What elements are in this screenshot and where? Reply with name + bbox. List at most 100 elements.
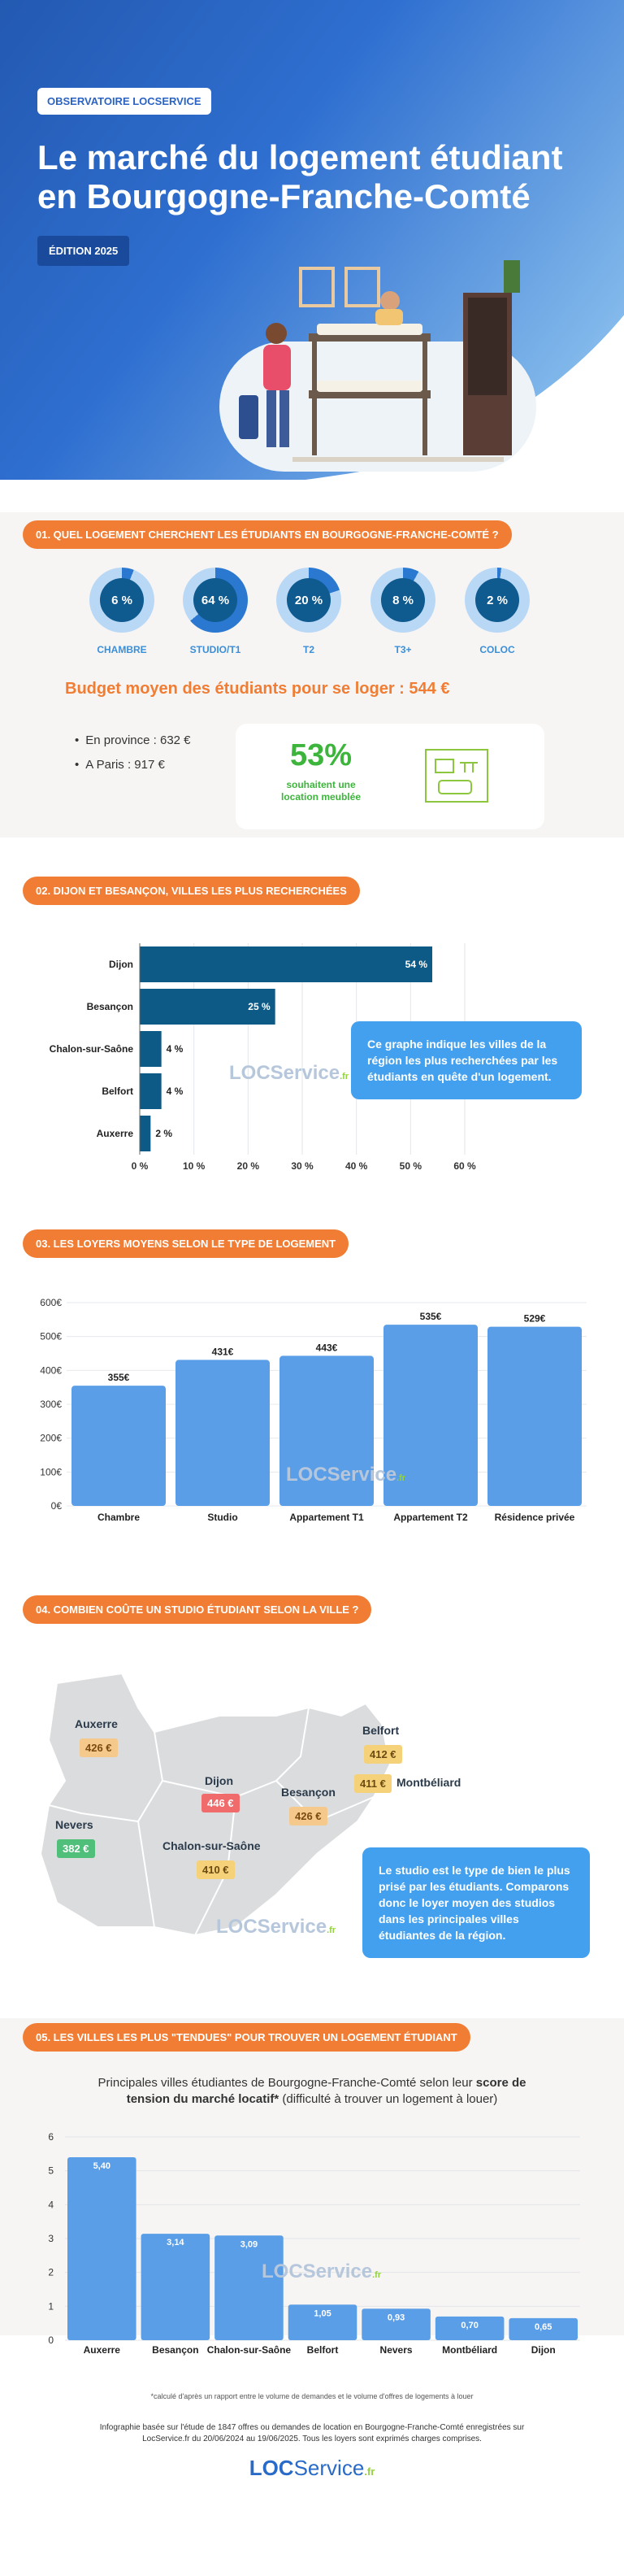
- bar-belfort: [140, 1073, 162, 1109]
- map-rent-besancon: 426 €: [289, 1807, 327, 1825]
- section-1-heading: 01. QUEL LOGEMENT CHERCHENT LES ÉTUDIANT…: [23, 520, 512, 549]
- tension-score-chart: 0 1 2 3 4 5 6 5,40 Auxerre 3,14 Besançon 3,09 Chalon…: [48, 2131, 580, 2356]
- wm3-service: Service: [327, 1464, 397, 1486]
- category-label: Dijon: [109, 959, 133, 970]
- donut-studio-t1: 64 %: [183, 568, 248, 633]
- y-tick-label: 200€: [40, 1433, 62, 1444]
- donut-label: T2: [302, 644, 314, 655]
- student-room-illustration: [219, 260, 536, 472]
- section-2-heading: 02. DIJON ET BESANÇON, VILLES LES PLUS R…: [23, 877, 360, 905]
- wm3-fr: .fr: [396, 1473, 406, 1483]
- hero-banner: OBSERVATOIRE LOCSERVICE Le marché du log…: [0, 0, 624, 480]
- bar-auxerre: [140, 1116, 151, 1151]
- map-rent-dijon: 446 €: [202, 1794, 240, 1812]
- bar-auxerre: [67, 2157, 136, 2340]
- budget-paris: A Paris : 917 €: [85, 758, 165, 772]
- y-tick-label: 6: [48, 2131, 54, 2143]
- donut-label: T3+: [394, 644, 412, 655]
- bar-r-sidence-priv-e: [488, 1326, 582, 1506]
- section-3-heading: 03. LES LOYERS MOYENS SELON LE TYPE DE L…: [23, 1229, 349, 1258]
- rents-by-type-chart: 0€ 100€ 200€ 300€ 400€ 500€ 600€ 355€ Chambre 431…: [40, 1297, 587, 1523]
- category-label: Chambre: [98, 1512, 140, 1523]
- y-tick-label: 600€: [40, 1297, 62, 1308]
- section-5-heading: 05. LES VILLES LES PLUS "TENDUES" POUR T…: [23, 2023, 470, 2052]
- bar-appartement-t1: [280, 1355, 374, 1506]
- budget-province: En province : 632 €: [85, 733, 191, 747]
- map-city-dijon: Dijon: [205, 1774, 233, 1787]
- y-tick-label: 2: [48, 2267, 54, 2278]
- value-label: 54 %: [405, 959, 428, 970]
- map-rent-nevers: 382 €: [57, 1839, 95, 1858]
- value-label: 443€: [316, 1342, 338, 1353]
- y-tick-label: 3: [48, 2233, 54, 2244]
- furnished-text-2: location meublée: [280, 791, 362, 803]
- y-tick-label: 400€: [40, 1364, 62, 1376]
- category-label: Auxerre: [84, 2344, 121, 2356]
- donut-t3-: 8 %: [370, 568, 436, 633]
- furniture-icon: [425, 749, 488, 803]
- bar-chambre: [72, 1386, 166, 1506]
- category-label: Chalon-sur-Saône: [50, 1043, 134, 1055]
- bar-dijon: [140, 946, 432, 982]
- donut-t2: 20 %: [276, 568, 341, 633]
- edition-badge: ÉDITION 2025: [37, 236, 130, 266]
- category-label: Belfort: [307, 2344, 339, 2356]
- logo-service: Service: [293, 2456, 365, 2480]
- bar-chalon-sur-sa-ne: [140, 1031, 162, 1067]
- y-tick-label: 500€: [40, 1331, 62, 1342]
- y-tick-label: 5: [48, 2165, 54, 2177]
- value-label: 431€: [212, 1346, 234, 1357]
- x-tick-label: 50 %: [400, 1160, 422, 1171]
- wm4-loc: LOC: [216, 1916, 258, 1938]
- locservice-logo: LOCService.fr: [0, 2456, 624, 2481]
- value-label: 529€: [524, 1313, 546, 1325]
- locservice-watermark-2: LOCService.fr: [229, 1062, 349, 1085]
- furnished-card: 53% souhaitent une location meublée: [236, 724, 544, 829]
- locservice-watermark-3: LOCService.fr: [286, 1464, 405, 1486]
- value-label: 25 %: [248, 1001, 271, 1012]
- budget-bullet-paris: • A Paris : 917 €: [75, 758, 165, 772]
- donut-coloc: 2 %: [465, 568, 530, 633]
- map-city-montbeliard: Montbéliard: [396, 1776, 462, 1789]
- bar-appartement-t2: [384, 1325, 478, 1506]
- donut-value: 8 %: [381, 578, 425, 622]
- cities-search-chart: 0 % 10 % 20 % 30 % 40 % 50 % 60 % Dijon 54 % Besa…: [50, 943, 476, 1171]
- locservice-watermark-5: LOCService.fr: [262, 2261, 381, 2283]
- category-label: Besançon: [152, 2344, 198, 2356]
- map-city-nevers: Nevers: [55, 1818, 93, 1831]
- title-line-2: en Bourgogne-Franche-Comté: [37, 177, 531, 215]
- x-tick-label: 30 %: [291, 1160, 314, 1171]
- category-label: Belfort: [102, 1086, 133, 1097]
- bar-nevers: [362, 2308, 431, 2340]
- wm3-loc: LOC: [286, 1464, 327, 1486]
- donut-label: STUDIO/T1: [189, 644, 241, 655]
- value-label: 0,70: [461, 2321, 478, 2330]
- donut-label: COLOC: [479, 644, 515, 655]
- map-info-box: Le studio est le type de bien le plus pr…: [362, 1847, 590, 1958]
- wm5-fr: .fr: [372, 2270, 382, 2280]
- footer-source-line-2: LocService.fr du 20/06/2024 au 19/06/202…: [142, 2435, 482, 2443]
- category-label: Appartement T2: [393, 1512, 468, 1523]
- wm4-fr: .fr: [327, 1925, 336, 1935]
- bar-studio: [176, 1360, 270, 1506]
- category-label: Montbéliard: [442, 2344, 497, 2356]
- logo-fr: .fr: [364, 2465, 375, 2478]
- s5-sub-bold1: score de: [475, 2076, 526, 2090]
- bar-chalon-sur-sa-ne: [214, 2235, 284, 2340]
- category-label: Studio: [207, 1512, 237, 1523]
- wm5-loc: LOC: [262, 2261, 303, 2282]
- donut-value: 20 %: [287, 578, 331, 622]
- wm2-fr: .fr: [340, 1072, 349, 1081]
- cities-chart-info-box: Ce graphe indique les villes de la régio…: [351, 1021, 582, 1099]
- wm2-service: Service: [270, 1062, 340, 1084]
- value-label: 3,09: [240, 2239, 258, 2249]
- furnished-text-1: souhaitent une: [286, 779, 356, 790]
- x-tick-label: 0 %: [132, 1160, 149, 1171]
- s5-sub1: Principales villes étudiantes de Bourgog…: [98, 2076, 473, 2090]
- donut-value: 6 %: [100, 578, 144, 622]
- footnote: *calculé d'après un rapport entre le vol…: [150, 2392, 474, 2400]
- bar-dijon: [509, 2317, 578, 2340]
- section-4-heading: 04. COMBIEN COÛTE UN STUDIO ÉTUDIANT SEL…: [23, 1595, 372, 1624]
- logo-loc: LOC: [249, 2456, 294, 2480]
- value-label: 2 %: [155, 1128, 172, 1139]
